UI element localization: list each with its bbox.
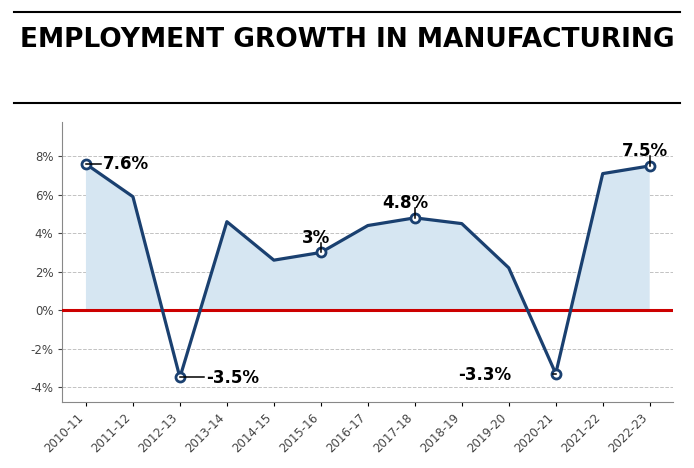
Text: 4.8%: 4.8% (382, 194, 428, 212)
Text: 7.5%: 7.5% (622, 142, 668, 161)
Text: 7.6%: 7.6% (103, 155, 149, 173)
Text: EMPLOYMENT GROWTH IN MANUFACTURING: EMPLOYMENT GROWTH IN MANUFACTURING (19, 27, 675, 53)
Text: -3.3%: -3.3% (458, 366, 511, 384)
Text: 3%: 3% (302, 229, 330, 247)
Text: -3.5%: -3.5% (205, 369, 259, 388)
